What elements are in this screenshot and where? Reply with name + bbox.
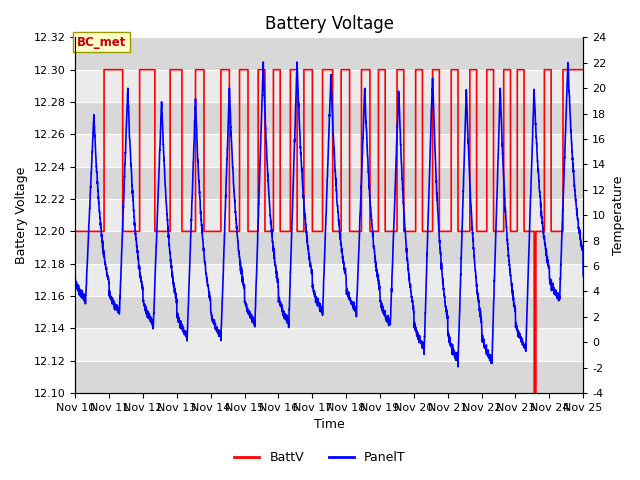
Y-axis label: Battery Voltage: Battery Voltage <box>15 167 28 264</box>
Bar <box>76 264 583 296</box>
Bar <box>76 231 583 264</box>
Bar <box>76 37 583 70</box>
Y-axis label: Temperature: Temperature <box>612 176 625 255</box>
Text: BC_met: BC_met <box>77 36 126 48</box>
Bar <box>76 102 583 134</box>
Legend: BattV, PanelT: BattV, PanelT <box>229 446 411 469</box>
Bar <box>76 199 583 231</box>
Bar <box>76 134 583 167</box>
Title: Battery Voltage: Battery Voltage <box>265 15 394 33</box>
Bar <box>76 328 583 361</box>
Bar <box>76 361 583 393</box>
X-axis label: Time: Time <box>314 419 344 432</box>
Bar <box>76 167 583 199</box>
Bar <box>76 70 583 102</box>
Bar <box>76 296 583 328</box>
